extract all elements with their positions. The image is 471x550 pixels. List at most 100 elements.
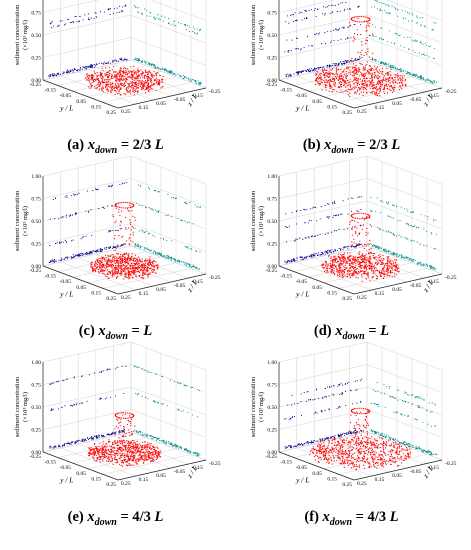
center-point: [375, 85, 377, 87]
center-point: [156, 75, 158, 77]
center-point: [365, 265, 367, 268]
z-projection-point: [164, 16, 166, 18]
y-projection-point: [60, 217, 62, 219]
z-projection-point: [195, 251, 198, 253]
y-projection-point: [103, 61, 105, 63]
z-projection-point: [423, 53, 425, 55]
z-projection-point: [388, 65, 390, 67]
z-projection-point: [199, 251, 201, 253]
center-point: [385, 270, 387, 272]
center-point: [114, 262, 116, 265]
center-point: [367, 260, 369, 263]
center-point: [112, 82, 114, 84]
center-point: [102, 256, 104, 258]
center-point: [368, 20, 370, 22]
z-projection-point: [404, 10, 406, 12]
center-point: [91, 74, 93, 76]
z-projection-point: [159, 18, 161, 20]
grid-line: [42, 409, 207, 438]
y-tick-label: -0.15: [45, 88, 57, 94]
z-projection-point: [379, 9, 382, 11]
center-point: [146, 267, 148, 269]
y-projection-point: [302, 69, 304, 72]
center-point: [117, 202, 120, 204]
center-point: [403, 75, 405, 77]
y-projection-point: [83, 66, 85, 68]
z-projection-point: [137, 58, 139, 60]
center-point: [121, 71, 123, 73]
center-point: [325, 87, 327, 89]
y-tick-label: 0.15: [91, 104, 101, 110]
center-point: [343, 266, 345, 268]
y-projection-point: [319, 218, 321, 220]
center-point: [364, 74, 367, 76]
center-point: [398, 82, 401, 84]
y-projection-point: [96, 251, 98, 253]
y-projection-point: [52, 25, 55, 27]
center-point: [341, 75, 343, 77]
y-projection-point: [345, 60, 347, 62]
center-point: [365, 84, 367, 86]
center-point: [382, 269, 384, 271]
center-point: [146, 265, 148, 267]
z-projection-point: [427, 216, 429, 218]
center-point: [357, 268, 359, 270]
center-point: [123, 201, 125, 203]
center-point: [356, 29, 358, 31]
y-axis-line: [278, 79, 355, 109]
z-projection-point: [420, 263, 422, 265]
center-point: [354, 260, 356, 262]
z-projection-point: [372, 35, 374, 37]
center-point: [399, 75, 401, 77]
center-point: [123, 257, 125, 259]
center-point: [355, 66, 357, 68]
center-point: [93, 269, 95, 271]
grid-line: [102, 454, 192, 475]
y-projection-point: [327, 253, 329, 255]
center-point: [147, 71, 149, 73]
center-point: [138, 270, 140, 273]
y-projection-point: [72, 70, 74, 72]
z-projection-point: [413, 259, 415, 261]
center-point: [136, 269, 138, 271]
center-point: [127, 256, 130, 258]
center-point: [145, 80, 147, 82]
center-point: [383, 272, 385, 274]
z-projection-point: [407, 36, 409, 38]
center-point: [371, 252, 373, 254]
x-tick-label: 0.05: [156, 101, 166, 107]
y-projection-point: [301, 257, 303, 259]
center-point: [393, 87, 395, 89]
center-point: [142, 271, 144, 273]
y-projection-point: [107, 8, 109, 10]
center-point: [349, 221, 351, 223]
center-point: [353, 242, 355, 244]
z-projection-point: [427, 266, 429, 268]
z-projection-point: [135, 7, 137, 9]
z-projection-point: [391, 253, 393, 255]
center-point: [326, 81, 328, 83]
center-point: [321, 89, 323, 91]
center-point: [378, 80, 380, 82]
y-projection-point: [87, 66, 89, 68]
y-projection-point: [84, 68, 86, 70]
y-projection-point: [348, 26, 350, 28]
center-point: [124, 270, 126, 272]
panel-caption-variable: x: [98, 323, 106, 339]
y-projection-point: [79, 15, 81, 17]
grid-line: [78, 443, 154, 473]
center-point: [359, 68, 361, 70]
grid-line: [42, 341, 207, 371]
center-point: [132, 74, 134, 76]
y-projection-point: [317, 234, 319, 237]
center-point: [333, 272, 335, 274]
z-tick-label: 0.25: [31, 427, 41, 433]
y-projection-point: [125, 181, 127, 183]
y-projection-point: [68, 18, 70, 21]
center-point: [327, 264, 329, 266]
center-point: [357, 89, 359, 91]
center-point: [315, 79, 317, 81]
z-projection-point: [379, 8, 381, 10]
z-projection-point: [387, 230, 389, 232]
center-point: [359, 56, 361, 58]
